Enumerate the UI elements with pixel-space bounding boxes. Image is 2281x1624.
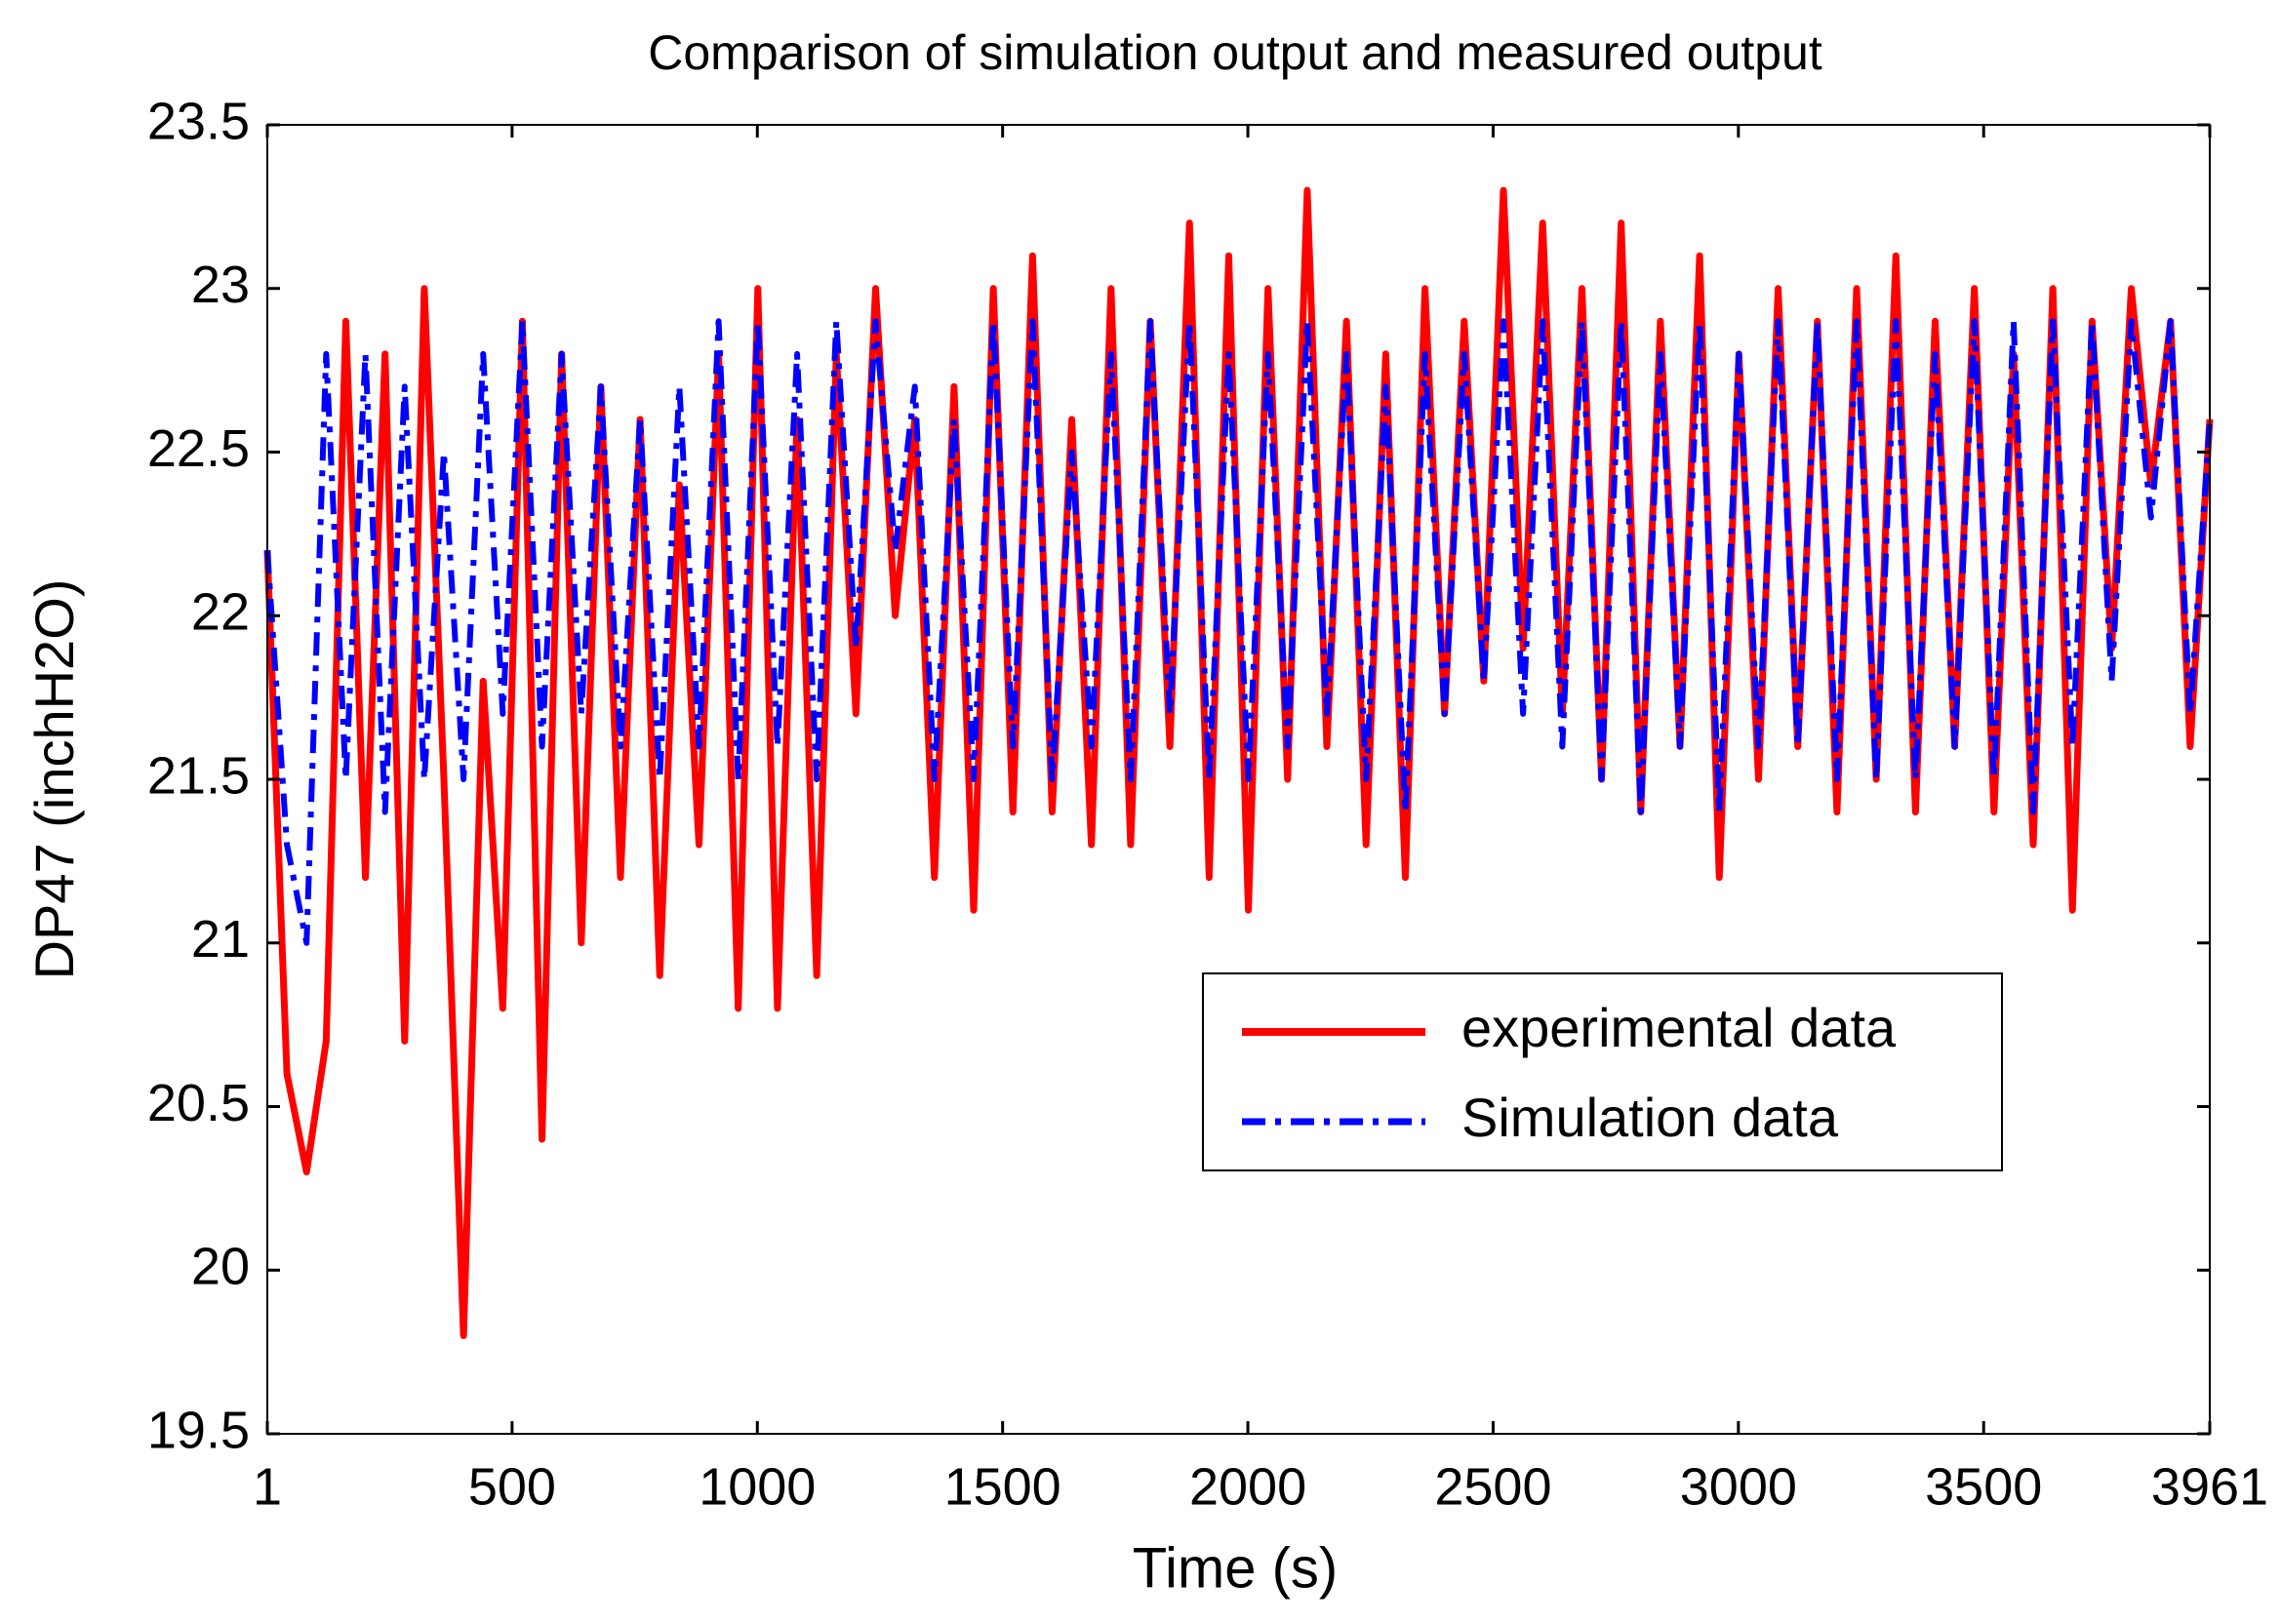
series-line xyxy=(264,318,2213,946)
legend: experimental data Simulation data xyxy=(1202,972,2003,1171)
x-tick-label: 3000 xyxy=(1680,1457,1797,1516)
x-tick-label: 1500 xyxy=(944,1457,1061,1516)
x-tick-label: 3500 xyxy=(1925,1457,2042,1516)
x-tick-label: 500 xyxy=(468,1457,556,1516)
plot-area xyxy=(263,186,2214,1339)
legend-label: Simulation data xyxy=(1461,1087,1839,1148)
y-tick-label: 23 xyxy=(191,256,250,314)
y-tick-label: 21 xyxy=(191,910,250,969)
y-tick-label: 20 xyxy=(191,1238,250,1296)
y-tick-label: 21.5 xyxy=(147,746,250,805)
legend-box xyxy=(1202,972,2003,1171)
x-tick-label: 3961 xyxy=(2151,1457,2268,1516)
chart-title: Comparison of simulation output and meas… xyxy=(648,25,1822,80)
legend-label: experimental data xyxy=(1461,997,1897,1058)
y-tick-label: 23.5 xyxy=(147,92,250,150)
x-tick-label: 1 xyxy=(253,1457,282,1516)
x-tick-label: 2000 xyxy=(1189,1457,1306,1516)
y-tick-label: 20.5 xyxy=(147,1074,250,1132)
x-axis-label: Time (s) xyxy=(1133,1536,1338,1600)
y-tick-label: 22 xyxy=(191,583,250,642)
x-tick-label: 2500 xyxy=(1434,1457,1551,1516)
y-tick-label: 22.5 xyxy=(147,419,250,478)
y-tick-label: 19.5 xyxy=(147,1401,250,1459)
x-tick-label: 1000 xyxy=(699,1457,816,1516)
y-axis-label: DP47 (inchH2O) xyxy=(23,579,85,980)
